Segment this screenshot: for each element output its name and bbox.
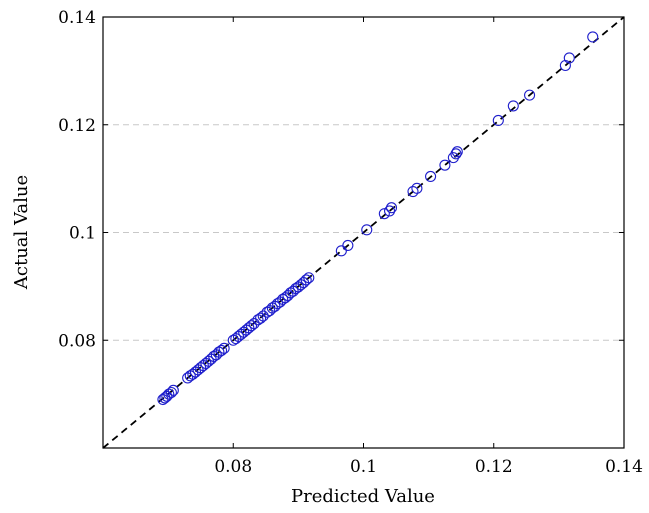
data-point-51 — [342, 239, 354, 251]
data-point-1 — [159, 392, 171, 404]
data-point-48 — [300, 274, 312, 286]
data-point-63 — [492, 114, 504, 126]
data-point-28 — [245, 320, 258, 332]
x-tick-label-0: 0.08 — [214, 457, 252, 477]
data-point-64 — [507, 100, 519, 112]
data-point-68 — [587, 31, 599, 43]
data-point-56 — [407, 186, 419, 198]
axis-ticks: 0.08 0.1 0.12 0.14 0.08 0.1 0.12 0.14 — [58, 8, 643, 477]
data-point-50 — [335, 245, 347, 257]
data-points — [157, 31, 599, 406]
data-point-4 — [165, 386, 177, 399]
data-point-49 — [303, 272, 315, 284]
data-point-52 — [361, 224, 373, 236]
data-point-59 — [439, 159, 451, 171]
y-tick-label-0: 0.08 — [58, 331, 96, 351]
data-point-67 — [563, 52, 575, 64]
data-point-54 — [383, 205, 396, 217]
x-tick-label-1: 0.1 — [350, 457, 377, 477]
y-tick-label-1: 0.1 — [69, 224, 96, 244]
data-point-55 — [385, 202, 398, 214]
data-point-58 — [425, 170, 437, 183]
data-point-5 — [167, 384, 179, 396]
x-axis-title: Predicted Value — [291, 486, 435, 507]
data-point-19 — [215, 344, 228, 357]
data-point-57 — [411, 182, 423, 194]
data-point-29 — [248, 317, 260, 330]
data-point-32 — [257, 310, 269, 322]
y-axis-title: Actual Value — [11, 175, 32, 290]
y-tick-label-2: 0.12 — [58, 116, 96, 136]
data-point-65 — [524, 89, 536, 101]
data-point-31 — [255, 312, 267, 324]
data-point-53 — [378, 208, 390, 220]
x-tick-label-3: 0.14 — [605, 457, 643, 477]
x-tick-label-2: 0.12 — [475, 457, 513, 477]
data-point-62 — [451, 146, 463, 158]
reference-line-group — [102, 16, 625, 449]
y-tick-label-3: 0.14 — [58, 8, 96, 28]
data-point-20 — [218, 342, 230, 354]
data-point-61 — [450, 148, 462, 160]
reference-line — [102, 16, 625, 449]
